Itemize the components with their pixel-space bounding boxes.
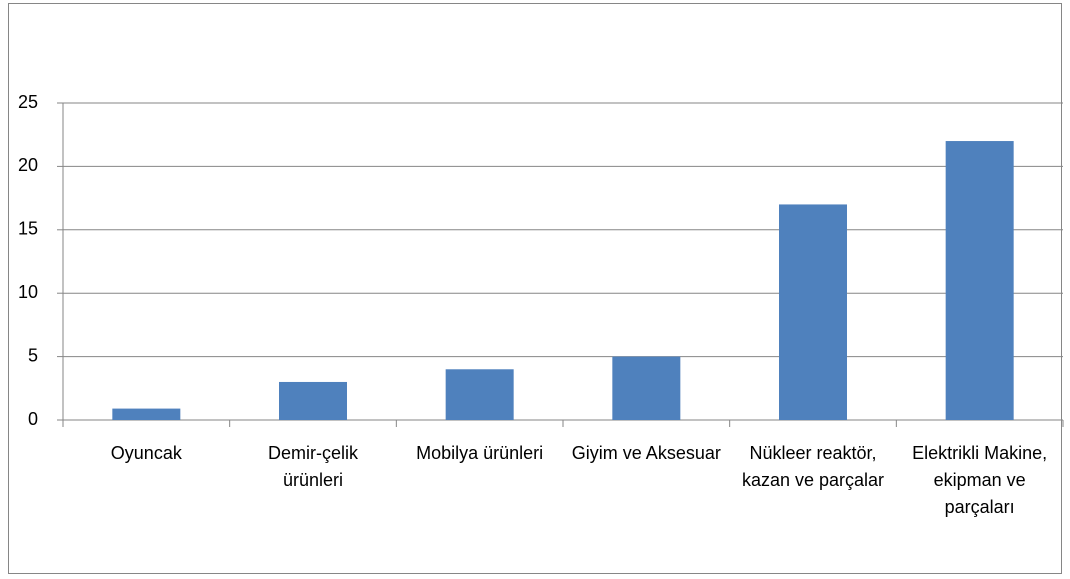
y-tick-label: 20 — [18, 155, 38, 175]
bar — [445, 369, 514, 420]
bar — [612, 356, 681, 420]
y-tick-label: 25 — [18, 92, 38, 112]
bar — [112, 408, 181, 420]
x-tick-label: Elektrikli Makine, ekipman ve parçaları — [912, 443, 1048, 517]
x-tick-label: Giyim ve Aksesuar — [571, 443, 721, 463]
x-tick-label: Oyuncak — [110, 443, 182, 463]
bar — [945, 141, 1014, 421]
y-tick-label: 0 — [28, 409, 38, 429]
x-tick-label: Mobilya ürünleri — [416, 443, 544, 463]
x-tick-label: Demir-çelik ürünleri — [268, 443, 358, 490]
bar — [279, 381, 347, 420]
y-tick-label: 5 — [28, 345, 38, 365]
bar — [779, 204, 847, 420]
y-tick-label: 15 — [18, 219, 38, 239]
x-tick-label: Nükleer reaktör, kazan ve parçalar — [741, 443, 885, 490]
chart-frame — [8, 3, 1062, 574]
y-tick-label: 10 — [18, 282, 38, 302]
